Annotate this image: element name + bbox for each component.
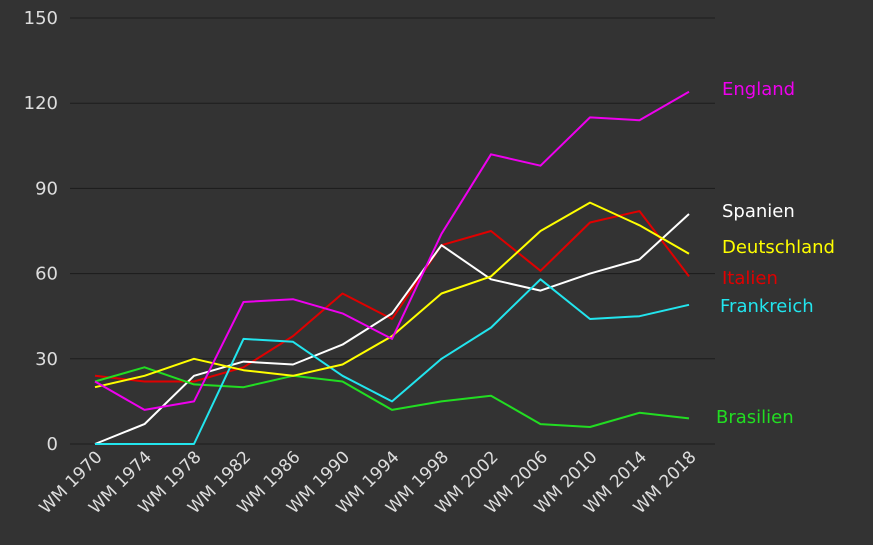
series-line-england bbox=[94, 90, 690, 411]
series-label-frankreich: Frankreich bbox=[720, 296, 814, 317]
series-line-spanien bbox=[94, 213, 690, 445]
y-tick-label: 120 bbox=[24, 93, 58, 114]
series-line-brasilien bbox=[94, 366, 690, 428]
series-labels: Italien Spanien Brasilien Frankreich Deutsch… bbox=[716, 79, 835, 428]
y-tick-label: 90 bbox=[35, 178, 58, 199]
y-axis-ticks: 0 30 60 90 120 150 bbox=[24, 8, 58, 455]
series-line-deutschland bbox=[94, 201, 690, 389]
y-tick-label: 150 bbox=[24, 8, 58, 29]
series-line-frankreich bbox=[95, 278, 690, 445]
series-label-deutschland: Deutschland bbox=[722, 237, 835, 258]
grid-lines bbox=[70, 17, 715, 445]
y-tick-label: 0 bbox=[47, 434, 58, 455]
series-line-italien bbox=[94, 210, 690, 383]
series-label-italien: Italien bbox=[722, 268, 778, 289]
y-tick-label: 30 bbox=[35, 349, 58, 370]
y-tick-label: 60 bbox=[35, 264, 58, 285]
series-label-england: England bbox=[722, 79, 795, 100]
series-label-brasilien: Brasilien bbox=[716, 407, 794, 428]
series-lines bbox=[94, 90, 690, 445]
series-label-spanien: Spanien bbox=[722, 201, 795, 222]
